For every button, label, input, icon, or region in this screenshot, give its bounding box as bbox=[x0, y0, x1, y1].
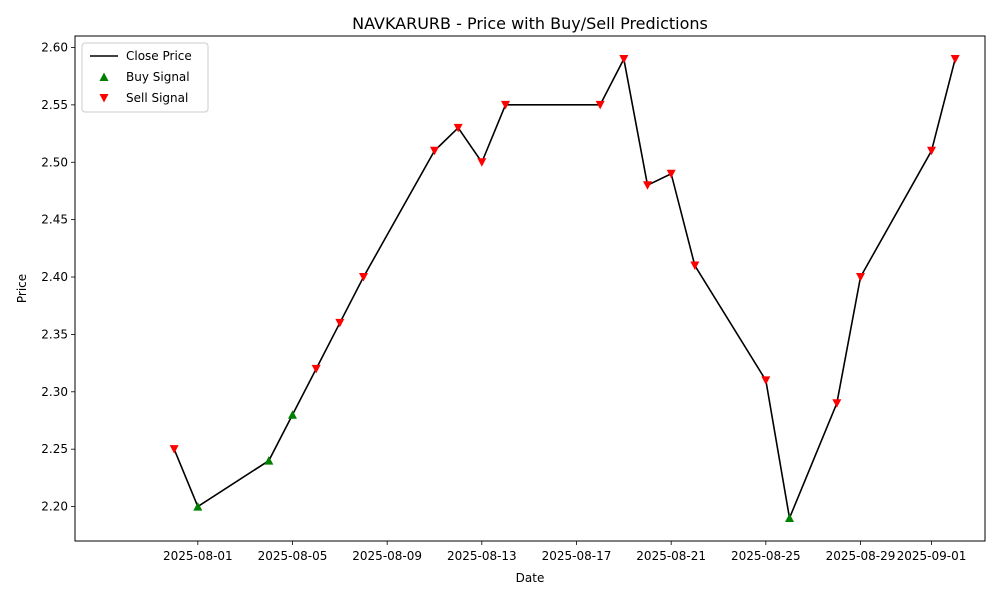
sell-signal-marker bbox=[619, 54, 629, 64]
x-tick-label: 2025-08-29 bbox=[826, 549, 896, 563]
y-tick-label: 2.50 bbox=[41, 155, 68, 169]
x-tick-label: 2025-08-01 bbox=[163, 549, 233, 563]
buy-signal-marker bbox=[785, 513, 795, 523]
y-tick-label: 2.40 bbox=[41, 270, 68, 284]
x-tick-label: 2025-08-13 bbox=[447, 549, 517, 563]
close-price-line bbox=[173, 56, 956, 521]
buy-signal-marker bbox=[288, 410, 298, 419]
x-tick-label: 2025-08-25 bbox=[731, 549, 801, 563]
y-axis: 2.20 2.25 2.30 2.35 2.40 2.45 2.50 2.55 2.60 bbox=[41, 40, 75, 514]
x-tick-label: 2025-08-17 bbox=[542, 549, 612, 563]
legend-sell-swatch bbox=[99, 94, 109, 103]
sell-signal-marker bbox=[335, 318, 345, 328]
y-tick-label: 2.55 bbox=[41, 98, 68, 112]
legend-buy-swatch bbox=[99, 72, 109, 81]
x-axis-label: Date bbox=[516, 571, 545, 585]
chart-title: NAVKARURB - Price with Buy/Sell Predicti… bbox=[352, 14, 708, 33]
sell-signal-marker bbox=[761, 376, 771, 385]
sell-signal-marker bbox=[501, 100, 511, 110]
legend-label: Close Price bbox=[126, 49, 192, 63]
y-tick-label: 2.35 bbox=[41, 327, 68, 341]
legend-label: Sell Signal bbox=[126, 91, 188, 105]
sell-signal-marker bbox=[430, 146, 440, 156]
sell-signal-marker bbox=[477, 158, 487, 167]
sell-signal-marker bbox=[856, 273, 866, 282]
y-tick-label: 2.30 bbox=[41, 385, 68, 399]
plot-area bbox=[74, 35, 986, 542]
legend-label: Buy Signal bbox=[126, 70, 190, 84]
sell-signal-marker bbox=[666, 169, 676, 179]
x-tick-label: 2025-09-01 bbox=[897, 549, 967, 563]
x-axis: 2025-08-01 2025-08-05 2025-08-09 2025-08-13… bbox=[163, 541, 966, 563]
x-tick-label: 2025-08-21 bbox=[636, 549, 706, 563]
buy-signal-marker bbox=[193, 502, 203, 511]
sell-signal-marker bbox=[927, 146, 937, 156]
y-tick-label: 2.20 bbox=[41, 500, 68, 514]
legend: Close Price Buy Signal Sell Signal bbox=[81, 42, 209, 113]
y-tick-label: 2.25 bbox=[41, 442, 68, 456]
sell-signal-marker bbox=[359, 273, 369, 282]
series-layer bbox=[169, 54, 960, 523]
y-tick-label: 2.45 bbox=[41, 213, 68, 227]
legend-box bbox=[81, 42, 209, 113]
sell-signal-marker bbox=[832, 399, 842, 408]
sell-signal-marker bbox=[690, 261, 700, 271]
sell-signal-marker bbox=[311, 364, 321, 374]
sell-signal-marker bbox=[595, 100, 605, 110]
x-tick-label: 2025-08-05 bbox=[258, 549, 328, 563]
sell-signal-marker bbox=[643, 181, 653, 190]
buy-signal-marker bbox=[264, 456, 274, 465]
sell-signal-marker bbox=[950, 54, 960, 64]
sell-signal-marker bbox=[453, 123, 463, 133]
x-tick-label: 2025-08-09 bbox=[352, 549, 422, 563]
y-axis-label: Price bbox=[15, 274, 29, 303]
y-tick-label: 2.60 bbox=[41, 40, 68, 54]
sell-signal-marker bbox=[169, 445, 179, 454]
